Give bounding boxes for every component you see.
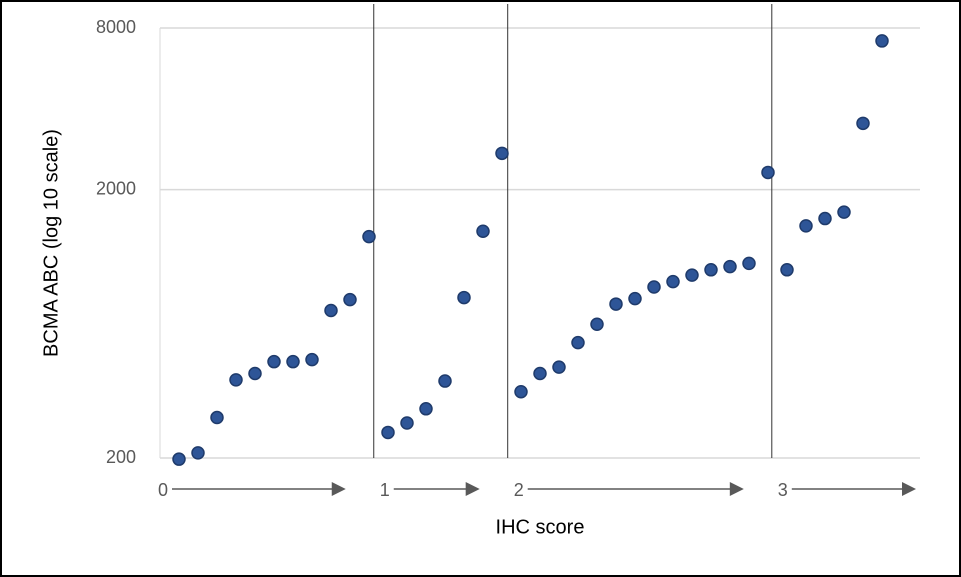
data-point: [723, 259, 737, 274]
data-point: [229, 373, 243, 387]
data-point: [362, 229, 376, 244]
arrow-head: [465, 482, 480, 496]
data-point: [400, 416, 414, 430]
data-point: [628, 291, 642, 306]
ihc-label: 1: [380, 480, 390, 500]
data-point: [191, 446, 205, 460]
data-point: [571, 335, 585, 350]
data-point: [305, 352, 319, 367]
data-point: [248, 366, 262, 381]
y-tick-label: 2000: [96, 178, 136, 198]
data-point: [552, 360, 566, 374]
data-point: [419, 402, 433, 416]
data-point: [856, 116, 870, 131]
data-point: [172, 452, 186, 466]
ihc-label: 3: [778, 480, 788, 500]
data-point: [476, 224, 490, 239]
y-axis-title: BCMA ABC (log 10 scale): [40, 129, 62, 357]
data-point: [761, 165, 775, 180]
data-point: [343, 292, 357, 307]
data-point: [742, 256, 756, 271]
y-tick-label: 8000: [96, 17, 136, 37]
data-point: [267, 354, 281, 369]
data-point: [685, 268, 699, 282]
data-point: [647, 280, 661, 294]
ihc-label: 2: [514, 480, 524, 500]
data-point: [609, 297, 623, 311]
data-point: [533, 366, 547, 381]
data-point: [704, 263, 718, 277]
data-point: [837, 205, 851, 219]
data-point: [381, 425, 395, 440]
data-point: [799, 219, 813, 233]
data-point: [210, 410, 224, 425]
data-point: [666, 274, 680, 289]
data-point: [495, 146, 509, 161]
arrow-head: [729, 482, 744, 496]
data-point: [324, 303, 338, 318]
data-point: [514, 385, 528, 399]
data-point: [286, 354, 300, 369]
data-point: [590, 317, 604, 332]
data-point: [875, 34, 889, 48]
data-point: [438, 374, 452, 388]
data-point: [457, 290, 471, 305]
ihc-label: 0: [158, 480, 168, 500]
data-point: [780, 263, 794, 277]
arrow-head: [331, 482, 346, 496]
y-tick-label: 200: [106, 447, 136, 467]
arrow-head: [902, 482, 916, 496]
data-point: [818, 211, 832, 226]
x-axis-title: IHC score: [496, 516, 585, 538]
